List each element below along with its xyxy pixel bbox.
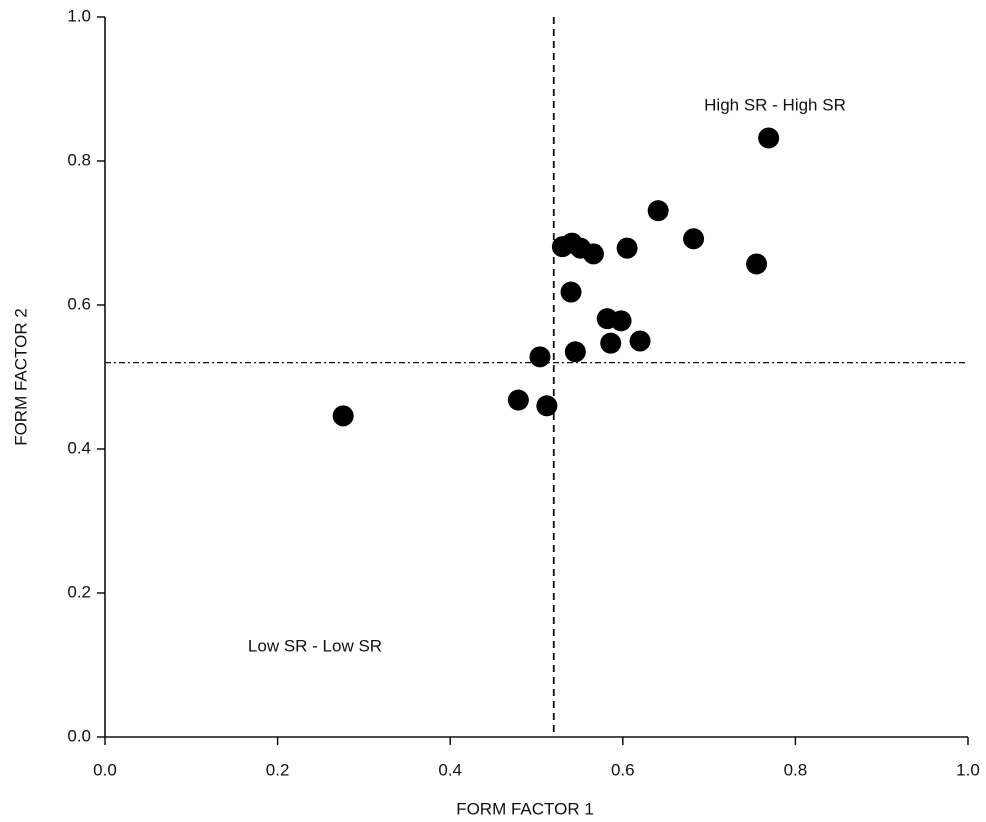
- x-tick-label: 0.4: [438, 760, 462, 779]
- point: [600, 332, 622, 354]
- point: [560, 281, 582, 303]
- point: [507, 389, 529, 411]
- point: [647, 200, 669, 222]
- x-tick-label: 0.6: [611, 760, 635, 779]
- y-tick-label: 0.0: [67, 726, 91, 745]
- y-tick-label: 0.8: [67, 150, 91, 169]
- point: [758, 127, 780, 149]
- point: [610, 310, 632, 332]
- x-axis-label: FORM FACTOR 1: [456, 799, 594, 818]
- point: [529, 346, 551, 368]
- point: [616, 237, 638, 259]
- annotation: Low SR - Low SR: [248, 636, 382, 655]
- point: [683, 228, 705, 250]
- y-axis-label: FORM FACTOR 2: [11, 308, 30, 446]
- y-tick-label: 1.0: [67, 6, 91, 25]
- y-tick-label: 0.4: [67, 438, 91, 457]
- point: [582, 243, 604, 265]
- y-tick-label: 0.6: [67, 294, 91, 313]
- point: [746, 253, 768, 275]
- point: [564, 341, 586, 363]
- x-tick-label: 1.0: [956, 760, 980, 779]
- point: [536, 395, 558, 417]
- point: [332, 405, 354, 427]
- x-tick-label: 0.2: [266, 760, 290, 779]
- annotation: High SR - High SR: [704, 95, 846, 114]
- y-tick-label: 0.2: [67, 582, 91, 601]
- point: [629, 330, 651, 352]
- x-tick-label: 0.8: [784, 760, 808, 779]
- x-tick-label: 0.0: [93, 760, 117, 779]
